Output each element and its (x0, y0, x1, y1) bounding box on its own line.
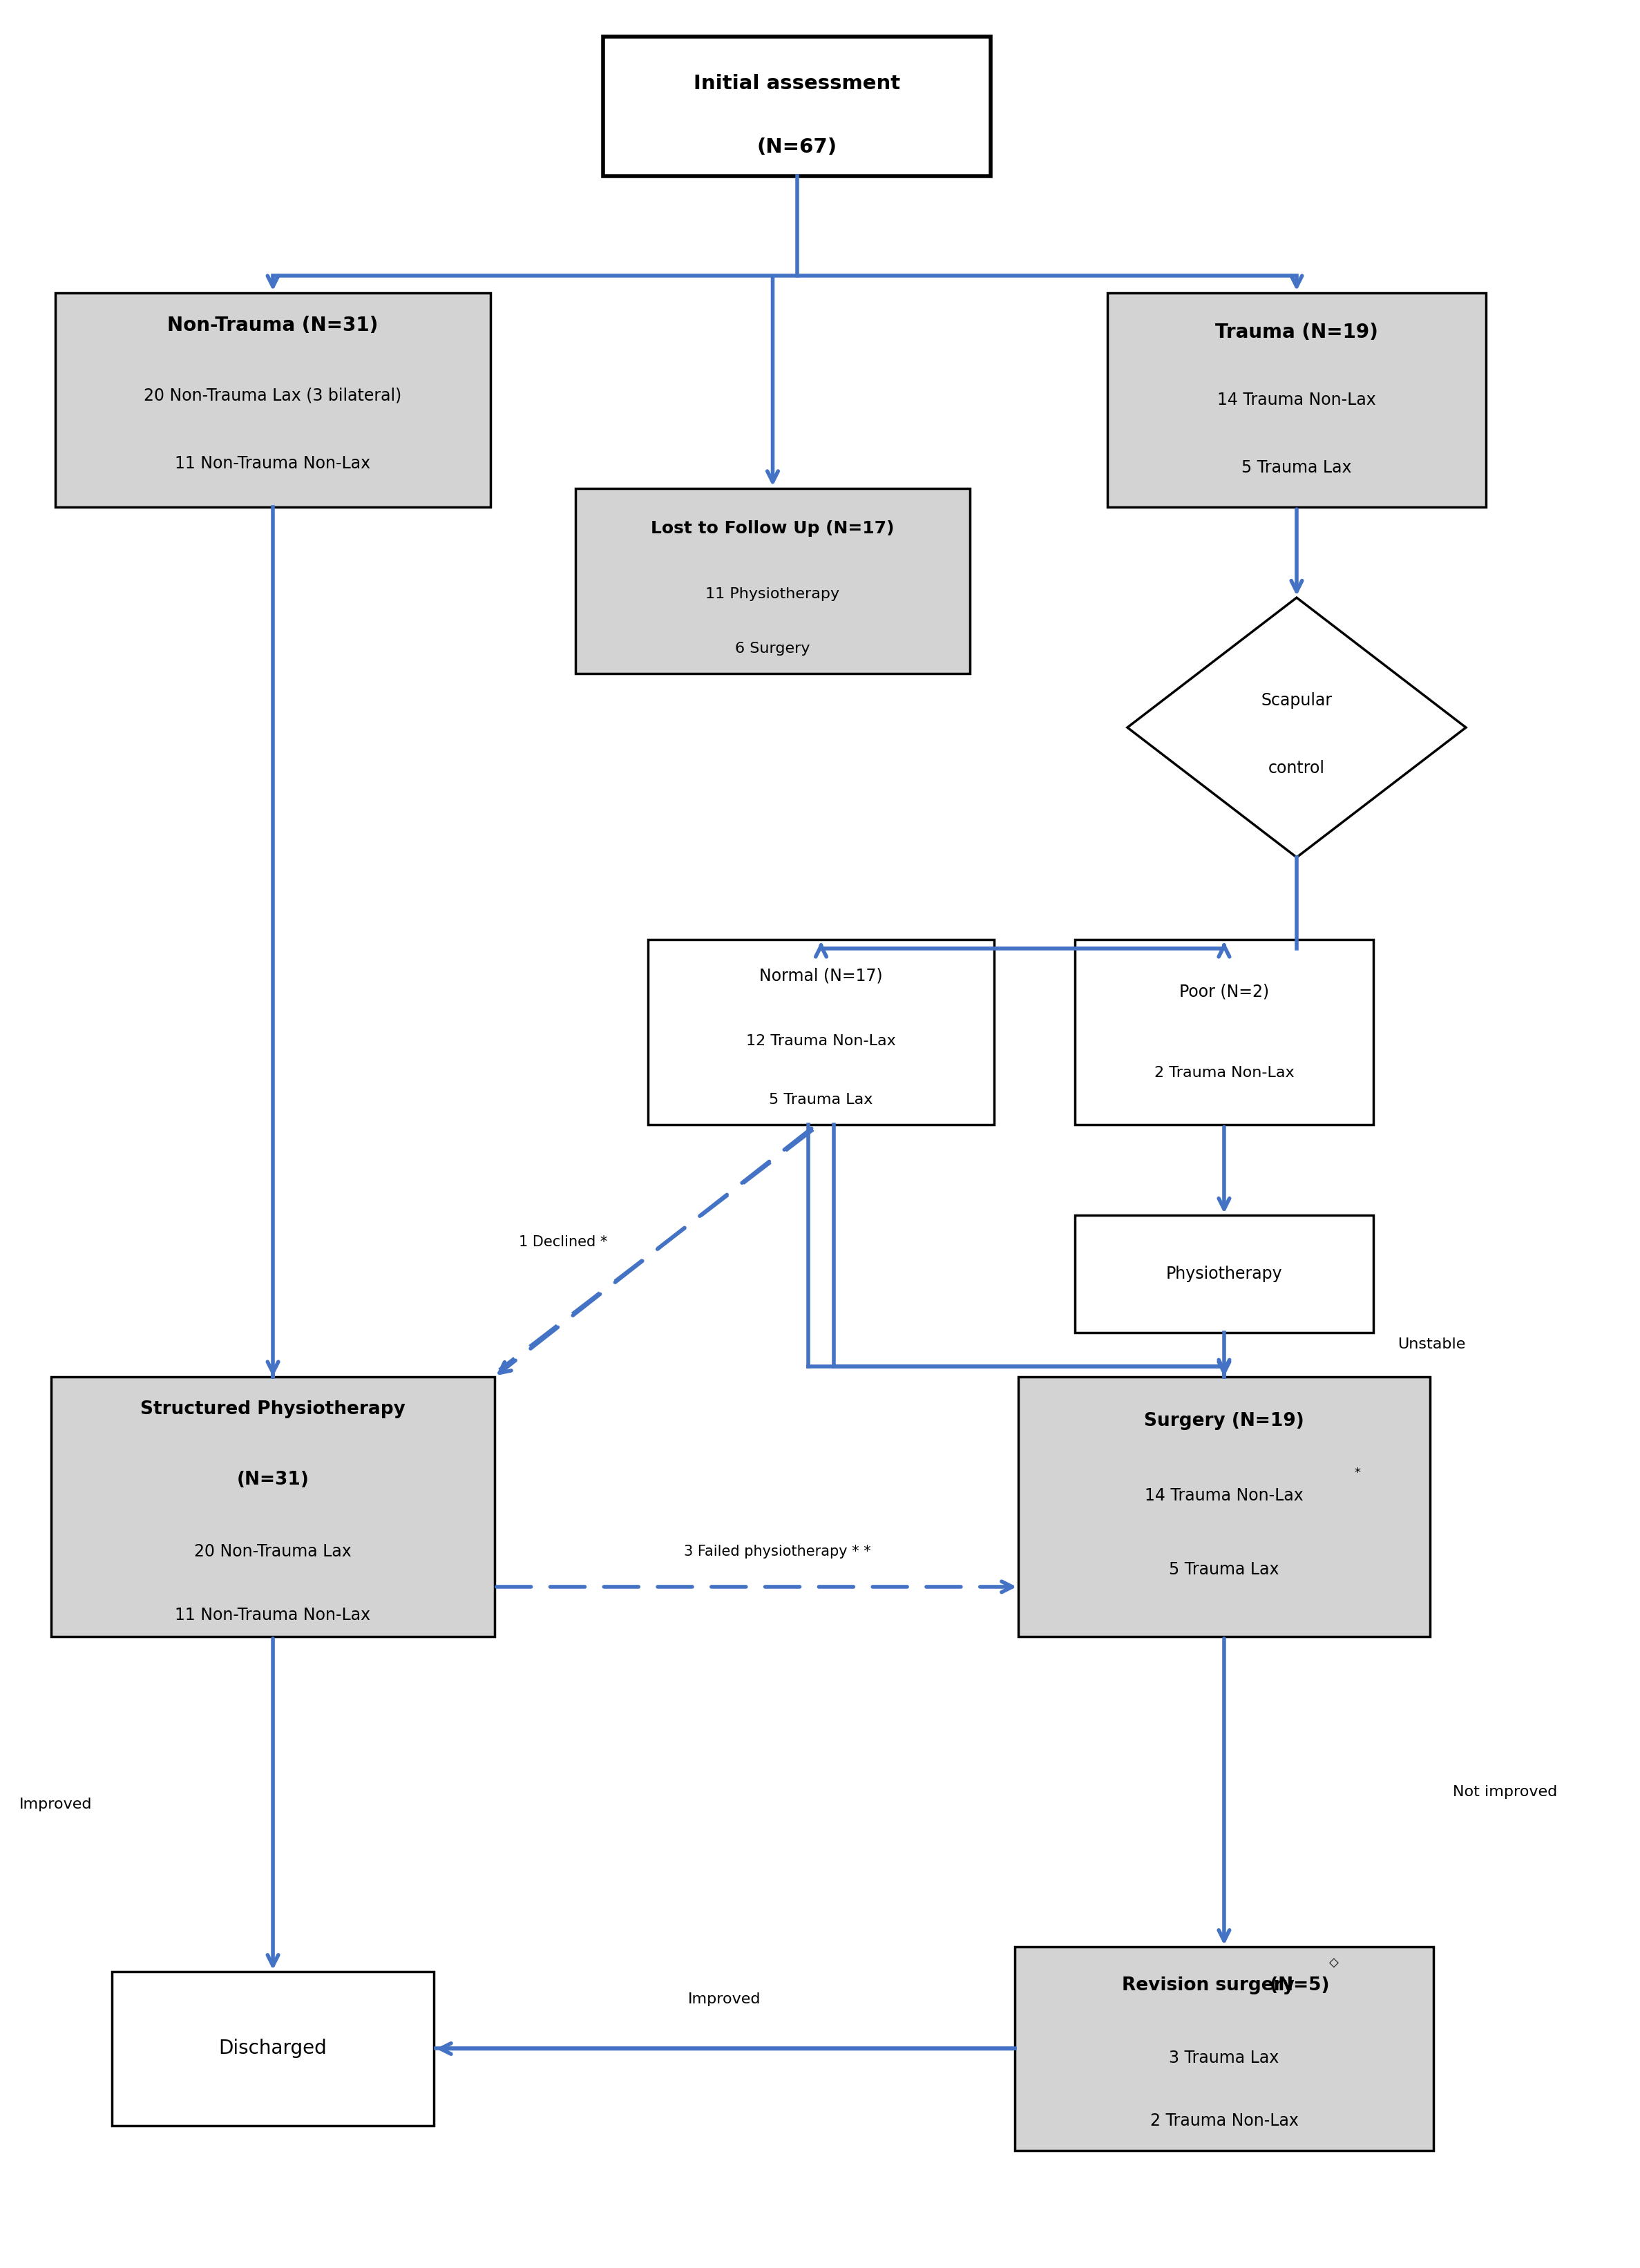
Text: 11 Non-Trauma Non-Lax: 11 Non-Trauma Non-Lax (175, 456, 371, 472)
Text: Discharged: Discharged (218, 2039, 326, 2059)
Text: 20 Non-Trauma Lax (3 bilateral): 20 Non-Trauma Lax (3 bilateral) (144, 388, 402, 404)
Text: Trauma (N=19): Trauma (N=19) (1215, 322, 1378, 342)
Text: 3 Failed physiotherapy * *: 3 Failed physiotherapy * * (684, 1545, 871, 1558)
Text: 5 Trauma Lax: 5 Trauma Lax (1169, 1563, 1279, 1579)
Text: 14 Trauma Non-Lax: 14 Trauma Non-Lax (1217, 392, 1376, 408)
Text: (N=67): (N=67) (756, 138, 836, 156)
Text: Unstable: Unstable (1397, 1338, 1466, 1352)
Text: 6 Surgery: 6 Surgery (735, 642, 810, 655)
Text: (N=31): (N=31) (236, 1470, 308, 1488)
Text: Revision surgery: Revision surgery (1122, 1975, 1294, 1994)
Text: Lost to Follow Up (N=17): Lost to Follow Up (N=17) (651, 519, 894, 538)
Text: (N=5): (N=5) (1264, 1975, 1330, 1994)
Polygon shape (1127, 599, 1466, 857)
FancyBboxPatch shape (51, 1377, 495, 1637)
Text: ◇: ◇ (1328, 1957, 1338, 1969)
FancyBboxPatch shape (1107, 293, 1486, 508)
FancyBboxPatch shape (604, 36, 991, 177)
Text: 2 Trauma Non-Lax: 2 Trauma Non-Lax (1150, 2112, 1299, 2130)
Text: Improved: Improved (687, 1991, 761, 2005)
Text: control: control (1268, 760, 1325, 776)
Text: Improved: Improved (20, 1796, 92, 1812)
Text: Physiotherapy: Physiotherapy (1166, 1266, 1282, 1281)
FancyBboxPatch shape (1015, 1946, 1433, 2150)
Text: Poor (N=2): Poor (N=2) (1179, 984, 1269, 1000)
FancyBboxPatch shape (1074, 939, 1373, 1125)
Text: Surgery (N=19): Surgery (N=19) (1145, 1413, 1304, 1429)
Text: 5 Trauma Lax: 5 Trauma Lax (769, 1093, 872, 1107)
Text: Scapular: Scapular (1261, 692, 1332, 708)
Text: Initial assessment: Initial assessment (694, 75, 900, 93)
Text: 5 Trauma Lax: 5 Trauma Lax (1241, 460, 1351, 476)
FancyBboxPatch shape (1018, 1377, 1430, 1637)
Text: 11 Non-Trauma Non-Lax: 11 Non-Trauma Non-Lax (175, 1606, 371, 1624)
Text: Not improved: Not improved (1453, 1785, 1558, 1799)
Text: 1 Declined *: 1 Declined * (518, 1236, 607, 1250)
Text: Structured Physiotherapy: Structured Physiotherapy (141, 1402, 405, 1418)
FancyBboxPatch shape (1074, 1216, 1373, 1334)
Text: Normal (N=17): Normal (N=17) (759, 968, 882, 984)
Text: 14 Trauma Non-Lax: 14 Trauma Non-Lax (1145, 1488, 1304, 1504)
Text: 2 Trauma Non-Lax: 2 Trauma Non-Lax (1155, 1066, 1294, 1080)
Text: Non-Trauma (N=31): Non-Trauma (N=31) (167, 315, 379, 336)
FancyBboxPatch shape (112, 1971, 435, 2125)
Text: 12 Trauma Non-Lax: 12 Trauma Non-Lax (746, 1034, 895, 1048)
Text: *: * (1355, 1467, 1361, 1479)
Text: 11 Physiotherapy: 11 Physiotherapy (705, 587, 840, 601)
FancyBboxPatch shape (576, 488, 971, 674)
Text: 3 Trauma Lax: 3 Trauma Lax (1169, 2050, 1279, 2066)
Text: 20 Non-Trauma Lax: 20 Non-Trauma Lax (194, 1545, 351, 1560)
FancyBboxPatch shape (648, 939, 994, 1125)
FancyBboxPatch shape (56, 293, 490, 508)
